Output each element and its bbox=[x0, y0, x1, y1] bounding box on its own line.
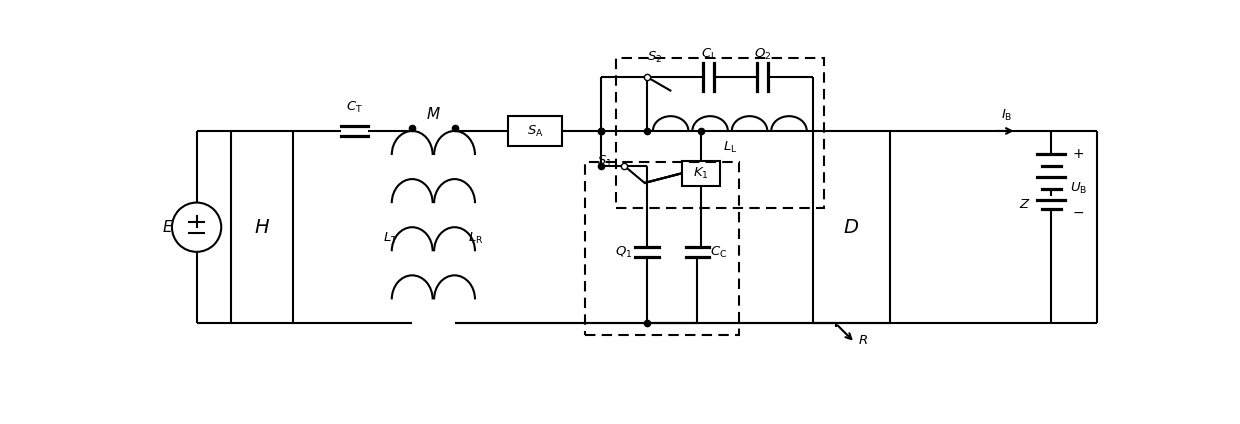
Text: $S_{\mathrm{A}}$: $S_{\mathrm{A}}$ bbox=[527, 123, 543, 139]
Text: $R$: $R$ bbox=[858, 334, 868, 347]
Text: $-$: $-$ bbox=[1073, 205, 1084, 219]
Text: $Q_2$: $Q_2$ bbox=[754, 46, 771, 61]
Text: $C_{\mathrm{T}}$: $C_{\mathrm{T}}$ bbox=[346, 100, 363, 115]
Text: $Z$: $Z$ bbox=[1018, 198, 1030, 212]
Text: $L_{\mathrm{T}}$: $L_{\mathrm{T}}$ bbox=[383, 231, 398, 246]
Bar bbox=[616, 58, 825, 208]
Text: $K_1$: $K_1$ bbox=[693, 166, 709, 181]
Text: $I_{\mathrm{B}}$: $I_{\mathrm{B}}$ bbox=[1001, 108, 1012, 123]
Text: $L_{\mathrm{L}}$: $L_{\mathrm{L}}$ bbox=[723, 140, 737, 156]
Bar bbox=[508, 116, 563, 146]
Bar bbox=[812, 131, 889, 324]
Bar bbox=[682, 161, 720, 186]
Bar bbox=[231, 131, 293, 324]
Text: $U_{\mathrm{B}}$: $U_{\mathrm{B}}$ bbox=[1070, 181, 1087, 196]
Text: $E$: $E$ bbox=[161, 219, 174, 235]
Text: $L_{\mathrm{R}}$: $L_{\mathrm{R}}$ bbox=[469, 231, 484, 246]
Text: $S_1$: $S_1$ bbox=[596, 154, 613, 169]
Text: $C_{\mathrm{L}}$: $C_{\mathrm{L}}$ bbox=[701, 46, 717, 61]
Text: $H$: $H$ bbox=[254, 218, 270, 237]
Text: $C_{\mathrm{C}}$: $C_{\mathrm{C}}$ bbox=[711, 245, 727, 260]
Text: $+$: $+$ bbox=[1073, 147, 1084, 161]
Text: $M$: $M$ bbox=[427, 106, 440, 122]
Text: $S_2$: $S_2$ bbox=[647, 50, 662, 65]
Bar bbox=[585, 162, 739, 335]
Text: $D$: $D$ bbox=[843, 218, 859, 237]
Text: $Q_1$: $Q_1$ bbox=[615, 245, 632, 260]
